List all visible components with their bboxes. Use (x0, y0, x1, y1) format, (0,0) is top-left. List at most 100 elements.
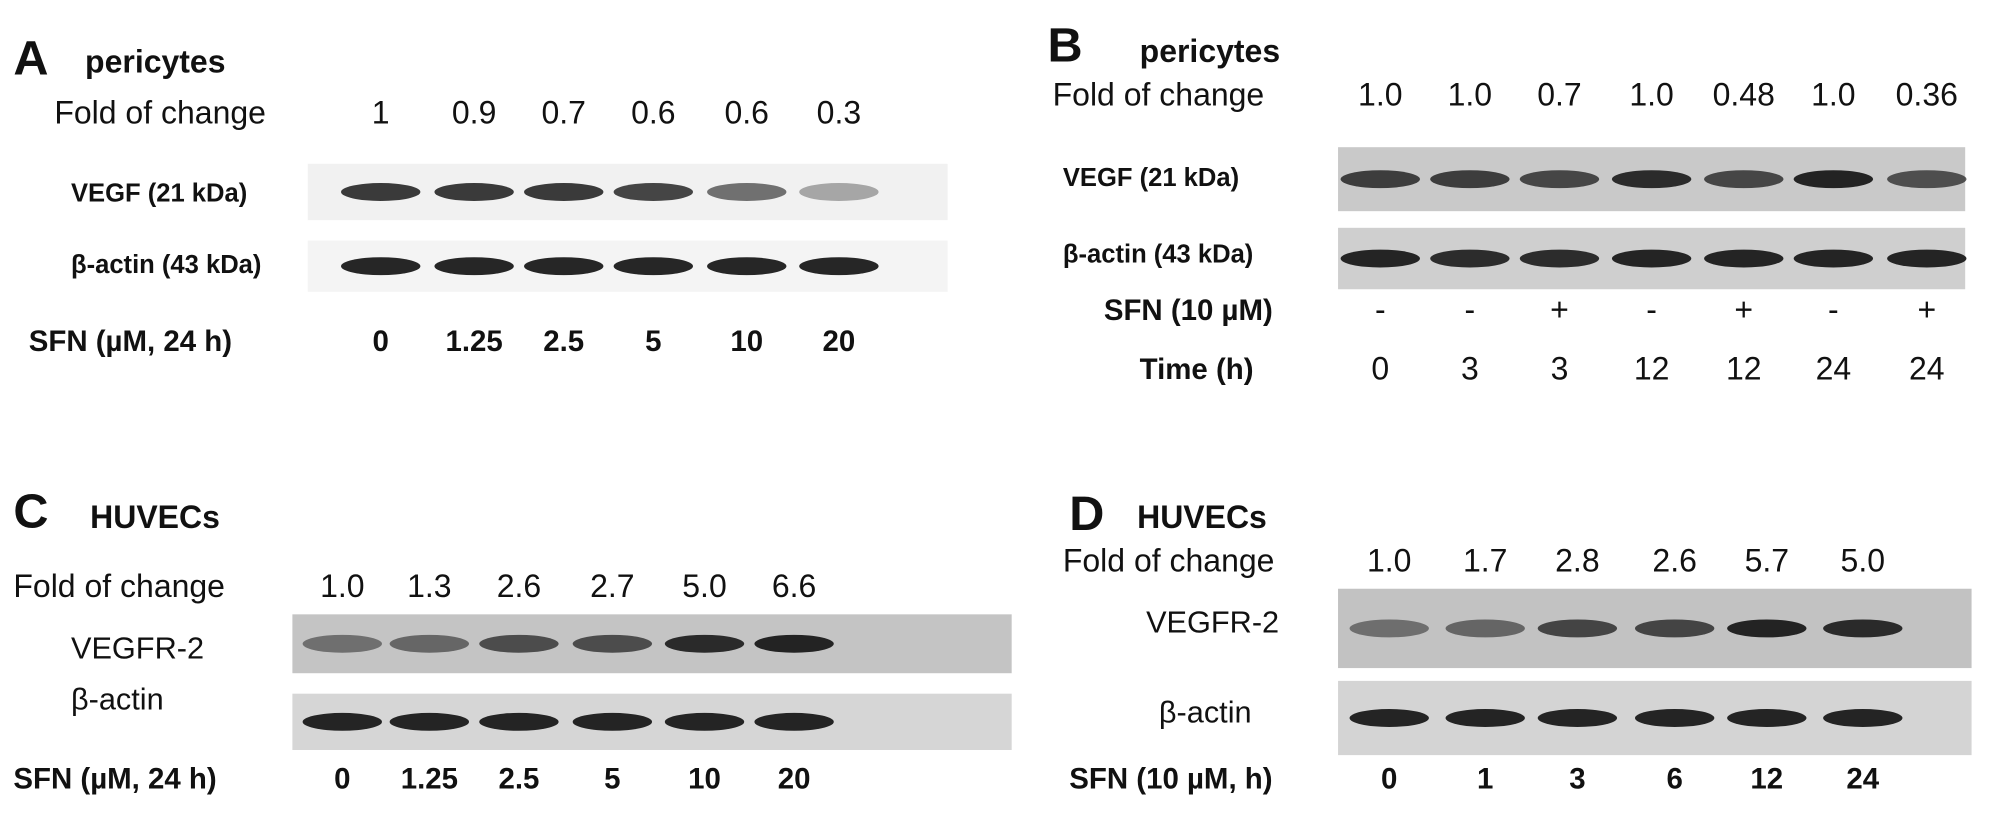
band (1430, 170, 1510, 189)
condition-label: Time (h) (1140, 353, 1254, 386)
band (1823, 709, 1903, 727)
band (1634, 619, 1715, 638)
condition-value: 3 (1551, 351, 1569, 387)
fold-value: 0.48 (1713, 77, 1775, 113)
row-label: β-actin (43 kDa) (1063, 241, 1253, 269)
condition-value: 24 (1816, 351, 1852, 387)
condition-label: SFN (10 µM, h) (1069, 763, 1272, 796)
band (754, 634, 834, 653)
condition-value: 12 (1634, 351, 1670, 387)
condition-value: 20 (823, 325, 856, 358)
fold-value: 0.7 (541, 95, 585, 131)
condition-label: SFN (µM, 24 h) (29, 325, 232, 358)
condition-value: - (1646, 292, 1657, 328)
band (1349, 709, 1429, 727)
band (1340, 249, 1420, 268)
panel-title: pericytes (1140, 33, 1280, 69)
fold-value: 1 (372, 95, 390, 131)
condition-value: 1 (1477, 763, 1493, 796)
condition-value: 1.25 (401, 763, 458, 796)
band (799, 183, 879, 201)
band (341, 257, 421, 276)
band (1887, 249, 1967, 268)
condition-value: - (1375, 292, 1386, 328)
panel-title: pericytes (85, 43, 225, 79)
band (1704, 249, 1784, 268)
condition-value: 0 (1381, 763, 1397, 796)
condition-value: + (1917, 292, 1936, 328)
band (1519, 249, 1600, 268)
band (1445, 709, 1525, 727)
condition-value: 5 (604, 763, 620, 796)
condition-value: + (1550, 292, 1569, 328)
condition-value: 3 (1461, 351, 1479, 387)
band (341, 183, 421, 201)
band (1887, 170, 1967, 189)
fold-value: 1.3 (407, 568, 451, 604)
fold-value: 2.7 (590, 568, 634, 604)
fold-value: 0.36 (1896, 77, 1958, 113)
row-label: β-actin (71, 681, 164, 716)
condition-label: SFN (µM, 24 h) (13, 763, 216, 796)
fold-value: 1.0 (1448, 77, 1492, 113)
band (664, 712, 745, 731)
condition-value: + (1734, 292, 1753, 328)
row-label: VEGFR-2 (1146, 605, 1279, 640)
fold-value: 1.7 (1463, 543, 1507, 579)
panel-letter: D (1069, 487, 1104, 541)
fold-value: 2.8 (1555, 543, 1599, 579)
band (1430, 249, 1510, 268)
band (799, 257, 879, 276)
band (1537, 619, 1618, 638)
row-label: β-actin (43 kDa) (71, 251, 261, 279)
fold-value: 1.0 (1367, 543, 1411, 579)
fold-value: 0.9 (452, 95, 496, 131)
band (434, 257, 514, 276)
band (1611, 249, 1692, 268)
band (479, 634, 559, 653)
fold-label: Fold of change (1053, 77, 1265, 113)
fold-value: 0.3 (817, 95, 861, 131)
fold-value: 5.7 (1745, 543, 1789, 579)
panel-letter: A (13, 31, 48, 85)
condition-value: - (1828, 292, 1839, 328)
band (572, 712, 653, 731)
condition-value: - (1465, 292, 1476, 328)
fold-value: 2.6 (1652, 543, 1696, 579)
band (754, 712, 834, 731)
band (1793, 249, 1874, 268)
panel-letter: C (13, 484, 48, 538)
fold-label: Fold of change (1063, 543, 1275, 579)
condition-value: 3 (1569, 763, 1585, 796)
fold-value: 1.0 (1629, 77, 1673, 113)
band (613, 257, 693, 276)
fold-value: 2.6 (497, 568, 541, 604)
band (389, 712, 470, 731)
band (1727, 619, 1807, 638)
band (1519, 170, 1600, 189)
band (479, 712, 559, 731)
band (434, 183, 514, 201)
condition-value: 5 (645, 325, 661, 358)
condition-value: 0 (1371, 351, 1389, 387)
fold-label: Fold of change (13, 568, 225, 604)
condition-label: SFN (10 µM) (1104, 294, 1273, 327)
fold-label: Fold of change (54, 95, 266, 131)
band (1611, 170, 1692, 189)
band (302, 712, 382, 731)
row-label: β-actin (1159, 694, 1252, 729)
row-label: VEGF (21 kDa) (1063, 164, 1239, 192)
fold-value: 0.6 (725, 95, 769, 131)
fold-value: 1.0 (320, 568, 364, 604)
row-label: VEGFR-2 (71, 630, 204, 665)
band (1634, 709, 1715, 727)
band (707, 257, 787, 276)
condition-value: 0 (373, 325, 389, 358)
condition-value: 0 (334, 763, 350, 796)
fold-value: 1.0 (1358, 77, 1402, 113)
band (524, 183, 604, 201)
fold-value: 5.0 (1841, 543, 1885, 579)
fold-value: 6.6 (772, 568, 816, 604)
band (707, 183, 787, 201)
panel-title: HUVECs (90, 499, 220, 535)
